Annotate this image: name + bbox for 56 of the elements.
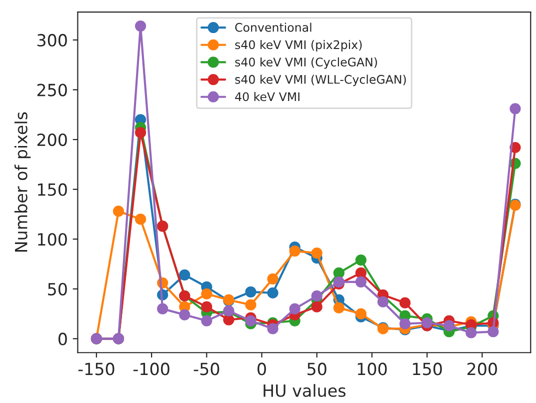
point: [112, 206, 124, 217]
x-tick-label: -150: [78, 362, 114, 376]
x-tick-label: -50: [194, 362, 220, 376]
point: [267, 273, 278, 284]
legend-label: s40 keV VMI (WLL-CycleGAN): [235, 74, 406, 86]
point: [510, 103, 521, 114]
point: [179, 269, 190, 281]
point: [223, 314, 234, 326]
x-tick-label: 0: [258, 362, 266, 376]
point: [201, 315, 212, 326]
point: [134, 20, 146, 32]
point: [201, 301, 212, 312]
x-tick-label: 50: [308, 362, 326, 376]
point: [311, 301, 322, 312]
x-axis-title: HU values: [264, 384, 346, 397]
point: [355, 267, 366, 279]
point: [377, 296, 389, 308]
y-tick-label: 250: [37, 84, 67, 96]
y-tick-label: 100: [38, 233, 67, 246]
point: [466, 327, 477, 338]
y-axis-title: Number of pixels: [14, 112, 31, 252]
point: [333, 267, 344, 279]
point: [399, 318, 411, 330]
y-tick-label: 200: [37, 134, 67, 146]
point: [355, 254, 366, 266]
point: [333, 302, 344, 314]
point: [311, 247, 322, 259]
legend-label: Conventional: [235, 22, 312, 32]
legend-label: 40 keV VMI: [235, 92, 300, 102]
legend-label: s40 keV VMI (CycleGAN): [235, 57, 377, 69]
point: [355, 308, 366, 320]
y-tick-label: 300: [37, 34, 67, 47]
point: [267, 323, 278, 334]
point: [157, 303, 168, 314]
point: [134, 214, 146, 225]
point: [488, 326, 499, 338]
point: [399, 297, 411, 308]
point: [267, 287, 278, 298]
point: [201, 288, 212, 300]
x-tick-label: 150: [412, 362, 442, 376]
legend-label: s40 keV VMI (pix2pix): [235, 40, 362, 52]
point: [289, 303, 300, 314]
point: [245, 315, 256, 326]
point: [311, 290, 322, 302]
point: [355, 276, 366, 288]
y-tick-label: 0: [58, 332, 67, 346]
x-tick-label: -100: [133, 362, 170, 376]
x-tick-label: 100: [358, 362, 387, 376]
point: [245, 299, 256, 310]
y-tick-label: 50: [48, 282, 67, 296]
y-tick-label: 150: [38, 183, 67, 196]
x-tick-label: 200: [467, 362, 497, 376]
point: [134, 127, 146, 138]
point: [245, 286, 256, 298]
point: [289, 246, 300, 257]
point: [179, 309, 190, 320]
